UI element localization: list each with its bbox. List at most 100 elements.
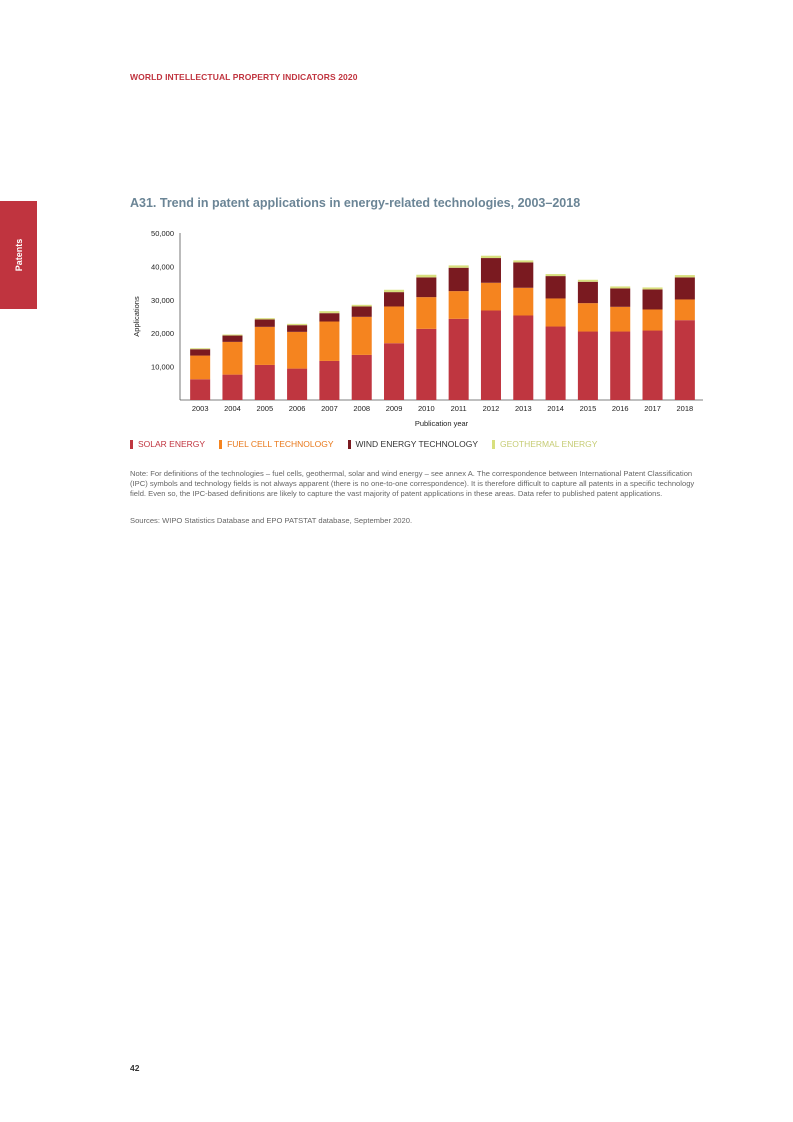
- bar-segment-geothermal: [287, 323, 308, 326]
- legend-swatch-fuel-cell: [219, 439, 223, 449]
- x-tick-label: 2014: [547, 404, 564, 413]
- y-tick-label: 40,000: [151, 262, 174, 271]
- bar-segment-solar: [319, 360, 340, 400]
- y-tick-label: 20,000: [151, 329, 174, 338]
- x-tick-label: 2012: [483, 404, 500, 413]
- bar-segment-geothermal: [480, 255, 501, 259]
- bar-segment-wind: [254, 319, 275, 327]
- bar-segment-geothermal: [577, 279, 598, 282]
- x-tick-label: 2016: [612, 404, 629, 413]
- y-tick-label: 50,000: [151, 229, 174, 238]
- figure-sources: Sources: WIPO Statistics Database and EP…: [130, 516, 413, 525]
- x-tick-label: 2008: [353, 404, 370, 413]
- figure-title: A31. Trend in patent applications in ene…: [130, 196, 581, 210]
- bar-segment-wind: [610, 288, 631, 307]
- legend-swatch-solar: [130, 439, 133, 449]
- bar-segment-solar: [448, 318, 469, 400]
- bar-segment-fuel-cell: [642, 309, 663, 331]
- bar-segment-solar: [222, 374, 243, 400]
- bar-segment-fuel-cell: [448, 291, 469, 319]
- x-tick-label: 2003: [192, 404, 209, 413]
- x-tick-label: 2006: [289, 404, 306, 413]
- bar-segment-wind: [448, 267, 469, 292]
- bar-segment-fuel-cell: [545, 298, 566, 327]
- bar-segment-fuel-cell: [254, 326, 275, 365]
- bar-segment-wind: [642, 289, 663, 310]
- bar-segment-wind: [577, 281, 598, 304]
- bar-segment-solar: [351, 354, 372, 400]
- x-tick-label: 2005: [256, 404, 273, 413]
- bar-segment-geothermal: [351, 304, 372, 307]
- bar-segment-wind: [480, 258, 501, 283]
- section-tab-label: Patents: [13, 238, 24, 272]
- section-tab: Patents: [0, 201, 37, 309]
- bar-segment-solar: [416, 328, 437, 400]
- bar-segment-fuel-cell: [513, 287, 534, 316]
- bar-segment-fuel-cell: [384, 306, 405, 344]
- bar-segment-fuel-cell: [577, 303, 598, 332]
- bar-segment-solar: [610, 331, 631, 400]
- bar-segment-wind: [190, 349, 211, 356]
- legend-label-geothermal: GEOTHERMAL ENERGY: [500, 439, 598, 449]
- x-tick-label: 2009: [386, 404, 403, 413]
- bar-segment-solar: [254, 364, 275, 400]
- legend-item-fuel-cell: FUEL CELL TECHNOLOGY: [219, 439, 334, 449]
- y-tick-label: 30,000: [151, 296, 174, 305]
- bar-segment-geothermal: [545, 274, 566, 277]
- legend-label-solar: SOLAR ENERGY: [138, 439, 206, 449]
- bar-segment-solar: [480, 310, 501, 400]
- bar-segment-fuel-cell: [222, 341, 243, 375]
- bar-segment-geothermal: [222, 334, 243, 336]
- page-number: 42: [130, 1063, 140, 1073]
- bar-segment-solar: [642, 330, 663, 400]
- legend-item-wind: WIND ENERGY TECHNOLOGY: [347, 439, 478, 449]
- bar-segment-fuel-cell: [351, 316, 372, 355]
- bar-segment-wind: [222, 335, 243, 342]
- bar-segment-geothermal: [448, 265, 469, 268]
- x-tick-label: 2011: [451, 404, 467, 413]
- legend-swatch-geothermal: [492, 439, 495, 449]
- chart-legend: SOLAR ENERGY FUEL CELL TECHNOLOGY WIND E…: [130, 439, 597, 449]
- x-tick-label: 2017: [644, 404, 661, 413]
- x-tick-label: 2018: [677, 404, 694, 413]
- bar-segment-solar: [674, 320, 695, 400]
- x-tick-label: 2015: [580, 404, 597, 413]
- bar-segment-wind: [513, 262, 534, 288]
- bar-segment-geothermal: [416, 274, 437, 278]
- legend-item-solar: SOLAR ENERGY: [130, 439, 205, 449]
- bar-segment-wind: [384, 292, 405, 307]
- bar-segment-solar: [384, 343, 405, 400]
- x-tick-label: 2010: [418, 404, 435, 413]
- bar-segment-solar: [545, 326, 566, 400]
- legend-label-wind: WIND ENERGY TECHNOLOGY: [355, 439, 478, 449]
- bar-segment-wind: [416, 277, 437, 298]
- bar-segment-geothermal: [674, 275, 695, 278]
- legend-item-geothermal: GEOTHERMAL ENERGY: [492, 439, 597, 449]
- bar-segment-solar: [190, 379, 211, 400]
- x-tick-label: 2007: [321, 404, 338, 413]
- y-tick-label: 10,000: [151, 363, 174, 372]
- bar-segment-fuel-cell: [674, 299, 695, 321]
- bar-segment-geothermal: [319, 311, 340, 314]
- y-axis-label: Applications: [132, 296, 141, 337]
- bar-segment-fuel-cell: [287, 331, 308, 369]
- x-tick-label: 2004: [224, 404, 241, 413]
- bar-segment-solar: [287, 368, 308, 400]
- running-header: WORLD INTELLECTUAL PROPERTY INDICATORS 2…: [130, 72, 358, 82]
- bar-segment-fuel-cell: [480, 282, 501, 311]
- legend-swatch-wind: [347, 439, 351, 449]
- stacked-bar-chart: 10,000 20,000 30,000 40,000 50,000 Applicatio…: [132, 229, 703, 428]
- bar-segment-fuel-cell: [610, 306, 631, 332]
- bar-segment-wind: [545, 276, 566, 299]
- x-tick-label: 2013: [515, 404, 532, 413]
- bar-segment-fuel-cell: [319, 321, 340, 361]
- bar-segment-geothermal: [610, 286, 631, 289]
- figure-note: Note: For definitions of the technologie…: [130, 469, 695, 498]
- bar-segment-wind: [351, 306, 372, 317]
- bar-segment-geothermal: [190, 348, 211, 350]
- bar-segment-solar: [577, 331, 598, 400]
- bar-segment-fuel-cell: [190, 355, 211, 380]
- bar-segment-geothermal: [254, 318, 275, 320]
- bar-segment-geothermal: [513, 260, 534, 263]
- bar-segment-wind: [319, 313, 340, 322]
